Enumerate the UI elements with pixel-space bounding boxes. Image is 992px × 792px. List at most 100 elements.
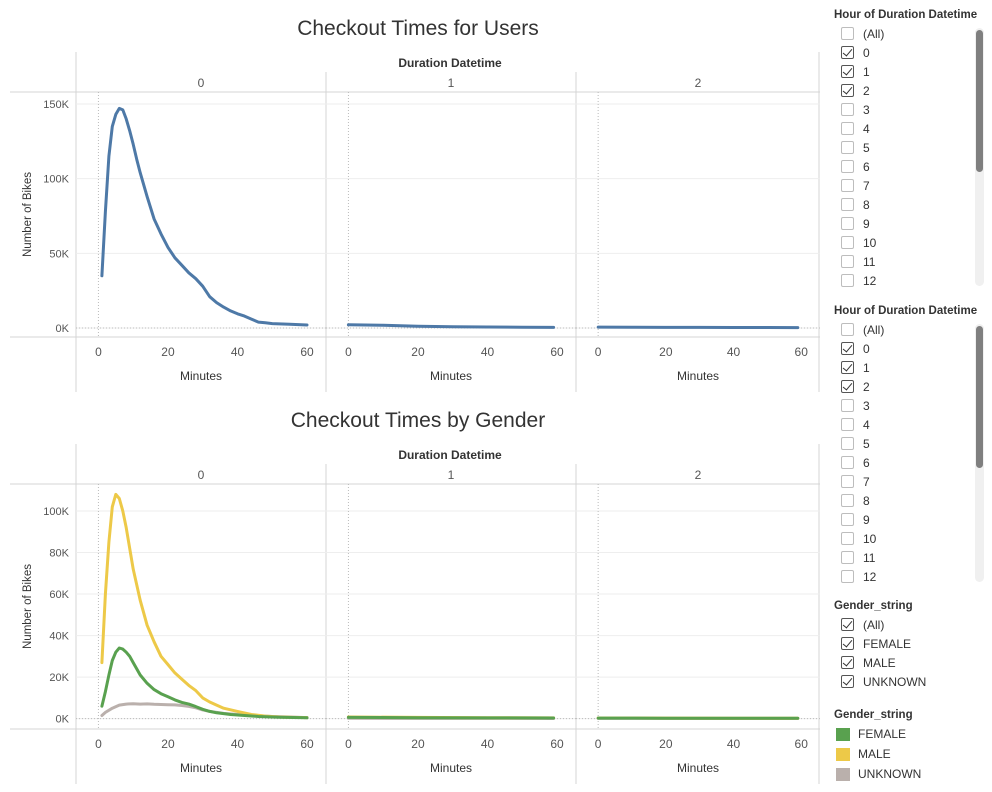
filter-option[interactable]: 12 bbox=[828, 567, 992, 586]
scrollbar-thumb[interactable] bbox=[976, 30, 983, 172]
filter-option[interactable]: 7 bbox=[828, 472, 992, 491]
filter-option[interactable]: FEMALE bbox=[828, 634, 992, 653]
checkbox[interactable] bbox=[841, 456, 854, 469]
checkbox[interactable] bbox=[841, 65, 854, 78]
checkbox[interactable] bbox=[841, 255, 854, 268]
hour-filter-users[interactable]: Hour of Duration Datetime (All) 0 1 2 3 4 5 6 7 8… bbox=[828, 6, 992, 290]
checkbox[interactable] bbox=[841, 236, 854, 249]
filter-option[interactable]: 10 bbox=[828, 529, 992, 548]
filter-option[interactable]: 3 bbox=[828, 100, 992, 119]
filter-option[interactable]: 1 bbox=[828, 62, 992, 81]
filter-option[interactable]: 12 bbox=[828, 271, 992, 290]
filter-option[interactable]: MALE bbox=[828, 653, 992, 672]
checkbox[interactable] bbox=[841, 637, 854, 650]
checkbox[interactable] bbox=[841, 84, 854, 97]
checkbox[interactable] bbox=[841, 27, 854, 40]
filter-option[interactable]: 10 bbox=[828, 233, 992, 252]
filter-option[interactable]: 9 bbox=[828, 214, 992, 233]
checkbox[interactable] bbox=[841, 494, 854, 507]
scrollbar-thumb[interactable] bbox=[976, 326, 983, 468]
x-tick-label: 20 bbox=[161, 345, 175, 359]
filter-option[interactable]: 0 bbox=[828, 43, 992, 62]
checkbox[interactable] bbox=[841, 160, 854, 173]
legend-item[interactable]: UNKNOWN bbox=[828, 764, 992, 784]
series-line-male-panel-0[interactable] bbox=[100, 492, 309, 720]
series-line-female-panel-0[interactable] bbox=[100, 646, 309, 720]
filter-option[interactable]: 5 bbox=[828, 434, 992, 453]
legend-item[interactable]: FEMALE bbox=[828, 724, 992, 744]
checkbox[interactable] bbox=[841, 675, 854, 688]
checkbox[interactable] bbox=[841, 570, 854, 583]
filter-option[interactable]: 8 bbox=[828, 491, 992, 510]
checkbox[interactable] bbox=[841, 46, 854, 59]
filter-option[interactable]: (All) bbox=[828, 24, 992, 43]
checkbox[interactable] bbox=[841, 217, 854, 230]
filter-option[interactable]: 5 bbox=[828, 138, 992, 157]
filter-option[interactable]: (All) bbox=[828, 615, 992, 634]
checkbox[interactable] bbox=[841, 618, 854, 631]
x-tick-label: 40 bbox=[727, 345, 741, 359]
checkbox[interactable] bbox=[841, 323, 854, 336]
checkbox[interactable] bbox=[841, 141, 854, 154]
panel-header: 0 bbox=[198, 468, 205, 482]
filter-scrollbar[interactable] bbox=[975, 28, 984, 286]
filter-option[interactable]: 4 bbox=[828, 119, 992, 138]
filter-list[interactable]: (All) FEMALE MALE UNKNOWN bbox=[828, 615, 992, 691]
hour-filter-gender[interactable]: Hour of Duration Datetime (All) 0 1 2 3 4 5 6 7 8… bbox=[828, 302, 992, 586]
legend-swatch bbox=[836, 727, 850, 741]
y-tick-label: 20K bbox=[49, 672, 69, 684]
filter-scrollbar[interactable] bbox=[975, 324, 984, 582]
checkbox[interactable] bbox=[841, 122, 854, 135]
checkbox[interactable] bbox=[841, 361, 854, 374]
checkbox[interactable] bbox=[841, 656, 854, 669]
checkbox[interactable] bbox=[841, 274, 854, 287]
filter-option[interactable]: 9 bbox=[828, 510, 992, 529]
series-line-users-panel-1[interactable] bbox=[346, 323, 556, 329]
y-tick-label: 100K bbox=[43, 174, 69, 186]
filter-option-label: 4 bbox=[863, 121, 870, 136]
filter-option[interactable]: 7 bbox=[828, 176, 992, 195]
filter-option[interactable]: 11 bbox=[828, 548, 992, 567]
checkbox[interactable] bbox=[841, 551, 854, 564]
filter-list[interactable]: (All) 0 1 2 3 4 5 6 7 8 9 10 11 12 bbox=[828, 320, 992, 586]
checkbox[interactable] bbox=[841, 532, 854, 545]
filter-option-label: 2 bbox=[863, 83, 870, 98]
filter-option[interactable]: 3 bbox=[828, 396, 992, 415]
filter-option[interactable]: 1 bbox=[828, 358, 992, 377]
filter-option[interactable]: 2 bbox=[828, 377, 992, 396]
filter-option-label: 8 bbox=[863, 493, 870, 508]
legend-item[interactable]: MALE bbox=[828, 744, 992, 764]
checkbox[interactable] bbox=[841, 513, 854, 526]
filter-option-label: 12 bbox=[863, 273, 877, 288]
filter-option[interactable]: (All) bbox=[828, 320, 992, 339]
filter-option[interactable]: 6 bbox=[828, 157, 992, 176]
chart-title: Checkout Times for Users bbox=[297, 17, 539, 40]
filter-option[interactable]: 4 bbox=[828, 415, 992, 434]
checkbox[interactable] bbox=[841, 380, 854, 393]
gender-filter[interactable]: Gender_string (All) FEMALE MALE UNKNOWN bbox=[828, 597, 992, 691]
series-line-users-panel-0[interactable] bbox=[100, 106, 309, 327]
checkbox[interactable] bbox=[841, 437, 854, 450]
checkbox[interactable] bbox=[841, 399, 854, 412]
filter-option[interactable]: 11 bbox=[828, 252, 992, 271]
filter-option[interactable]: 0 bbox=[828, 339, 992, 358]
filter-option[interactable]: 8 bbox=[828, 195, 992, 214]
checkbox[interactable] bbox=[841, 418, 854, 431]
filter-option[interactable]: 2 bbox=[828, 81, 992, 100]
filter-option[interactable]: 6 bbox=[828, 453, 992, 472]
filter-list[interactable]: (All) 0 1 2 3 4 5 6 7 8 9 10 11 12 bbox=[828, 24, 992, 290]
x-axis-label: Minutes bbox=[430, 761, 472, 775]
checkbox[interactable] bbox=[841, 342, 854, 355]
filter-option-label: 0 bbox=[863, 341, 870, 356]
checkbox[interactable] bbox=[841, 103, 854, 116]
panel-header: 1 bbox=[448, 76, 455, 90]
series-line-users-panel-2[interactable] bbox=[596, 325, 800, 330]
x-axis-label: Minutes bbox=[677, 369, 719, 383]
checkbox[interactable] bbox=[841, 198, 854, 211]
checkbox[interactable] bbox=[841, 179, 854, 192]
filter-option[interactable]: UNKNOWN bbox=[828, 672, 992, 691]
filter-option-label: 1 bbox=[863, 360, 870, 375]
checkbox[interactable] bbox=[841, 475, 854, 488]
x-tick-label: 40 bbox=[727, 737, 741, 751]
series-line-female-panel-1[interactable] bbox=[346, 715, 556, 720]
